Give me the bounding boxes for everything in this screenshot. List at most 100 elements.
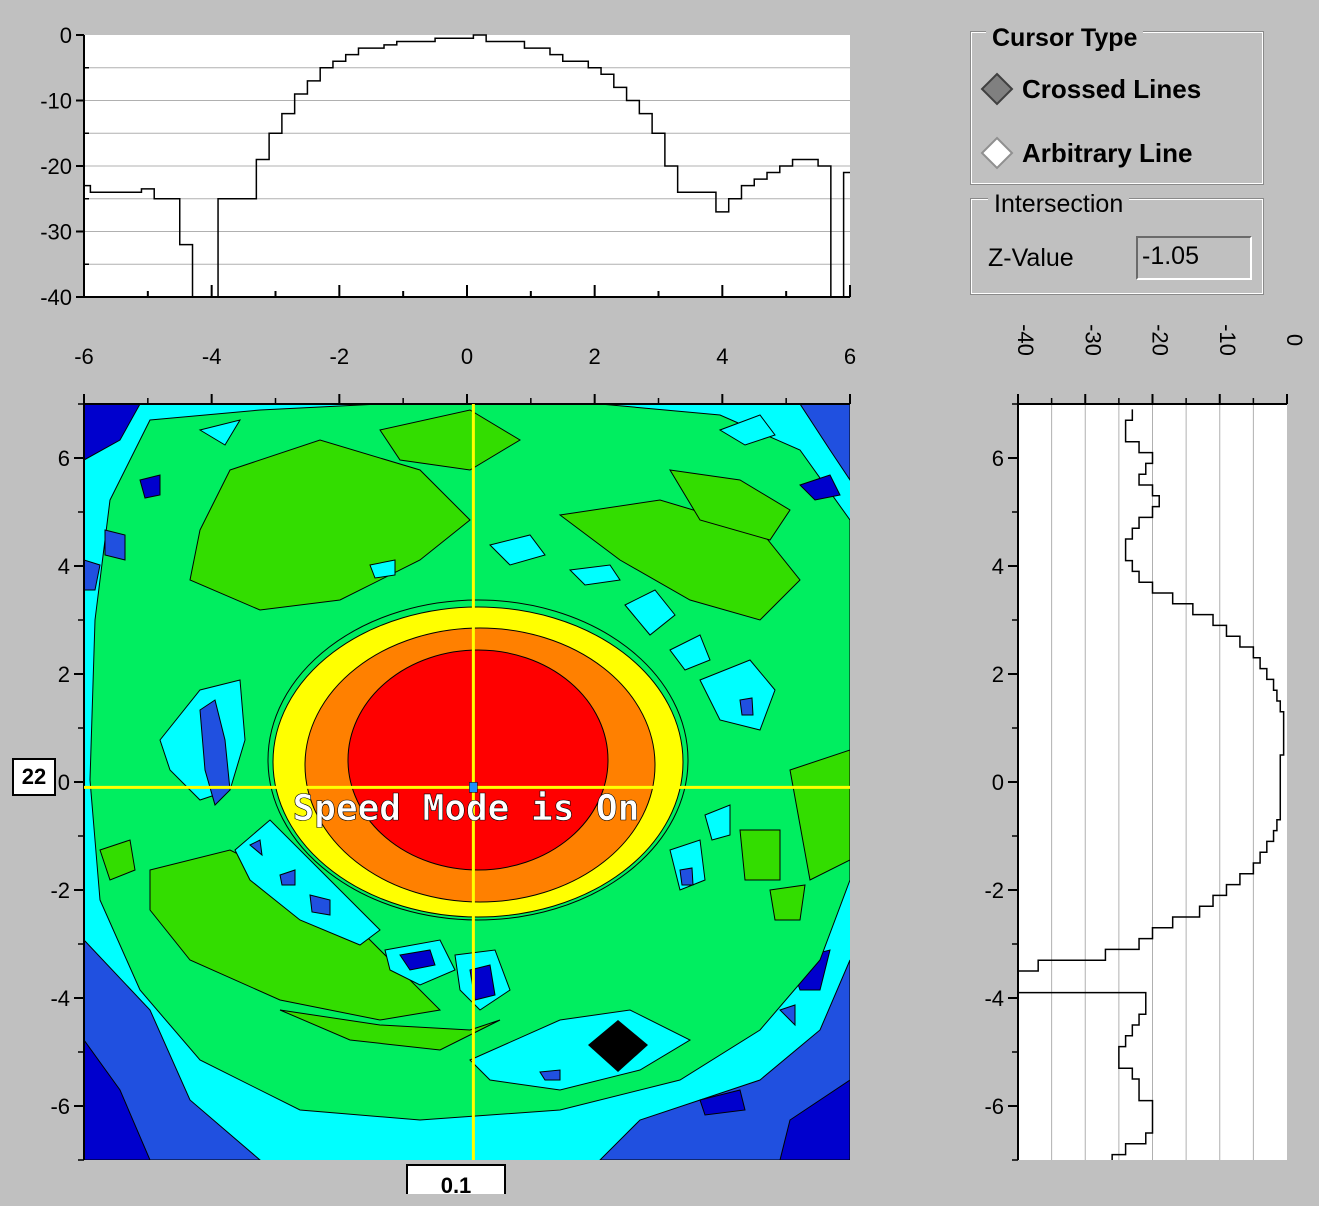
contour-region: [99, 839, 136, 881]
contour-region: [309, 894, 331, 916]
top-y-tick-label: -30: [40, 220, 72, 245]
contour-region: [539, 1069, 561, 1081]
z-value-label: Z-Value: [988, 244, 1074, 272]
top-y-tick-label: -20: [40, 154, 72, 179]
contour-region: [568, 564, 621, 586]
contour-region: [679, 867, 694, 886]
contour-region: [139, 474, 161, 499]
map-x-tick-label: -4: [202, 344, 222, 369]
map-x-tick-label: -6: [74, 344, 94, 369]
contour-map[interactable]: -6 -4 -2 0 2 4 6 6 4 2 0 -2 -4 -6 Speed Mode is On: [50, 344, 856, 1161]
crossed-lines-option[interactable]: Crossed Lines: [980, 72, 1201, 106]
contour-region: [469, 1009, 692, 1091]
contour-region: [699, 659, 776, 731]
column-indicator: 0.1: [406, 1164, 506, 1198]
map-y-tick-label: 6: [58, 446, 70, 471]
top-profile-chart: 0 -10 -20 -30 -40: [40, 23, 851, 310]
map-x-tick-label: 4: [716, 344, 728, 369]
top-y-tick-label: -10: [40, 89, 72, 114]
right-profile-chart: -40 -30 -20 -10 0 6 4 2 0 -2 -4 -6: [984, 324, 1307, 1161]
contour-region: [198, 419, 242, 446]
map-y-tick-label: 2: [58, 662, 70, 687]
right-x-ticks: -40 -30 -20 -10 0: [1013, 324, 1307, 404]
map-x-tick-label: 6: [844, 344, 856, 369]
right-x-tick-label: 0: [1282, 334, 1307, 346]
top-y-tick-label: -40: [40, 285, 72, 310]
contour-region: [279, 869, 296, 886]
arbitrary-line-label: Arbitrary Line: [1022, 137, 1193, 168]
contour-region: [379, 409, 521, 471]
contour-region: [769, 884, 806, 921]
contour-region: [489, 534, 546, 566]
right-y-tick-label: -2: [984, 878, 1004, 903]
right-y-tick-label: -4: [984, 986, 1004, 1011]
contour-region: [669, 839, 706, 891]
contour-region: [279, 1009, 501, 1051]
map-y-tick-label: 4: [58, 554, 70, 579]
contour-region: [739, 829, 781, 881]
contour-region: [234, 819, 381, 946]
right-y-tick-label: 2: [992, 662, 1004, 687]
contour-region: [669, 469, 791, 541]
contour-region: [599, 959, 850, 1160]
contour-region: [779, 1004, 796, 1027]
right-x-tick-label: -20: [1148, 324, 1173, 356]
contour-region: [718, 414, 776, 446]
contour-region: [189, 439, 471, 611]
right-y-tick-label: -6: [984, 1094, 1004, 1119]
top-profile-line: [84, 34, 850, 298]
right-y-ticks: 6 4 2 0 -2 -4 -6: [984, 403, 1018, 1161]
contour-region: [84, 939, 261, 1160]
right-x-tick-label: -10: [1215, 324, 1240, 356]
contour-region: [739, 697, 754, 716]
contour-region: [789, 749, 850, 881]
map-x-tick-label: 0: [461, 344, 473, 369]
z-value-field[interactable]: -1.05: [1136, 236, 1252, 280]
crossed-lines-label: Crossed Lines: [1022, 73, 1202, 104]
contour-region: [104, 529, 126, 561]
intersection-title: Intersection: [988, 190, 1130, 219]
crosshair-center[interactable]: [469, 782, 478, 793]
contour-region: [84, 1039, 151, 1160]
contour-region: [799, 404, 850, 481]
contour-region: [704, 804, 731, 841]
right-y-tick-label: 6: [992, 446, 1004, 471]
map-y-tick-label: -2: [50, 878, 70, 903]
arbitrary-line-option[interactable]: Arbitrary Line: [980, 136, 1193, 170]
map-x-tick-label: -2: [330, 344, 350, 369]
contour-region: [799, 474, 841, 501]
map-y-tick-label: -6: [50, 1094, 70, 1119]
row-indicator: 22: [12, 758, 56, 796]
contour-region: [624, 589, 676, 636]
right-profile-line: [1017, 409, 1285, 1160]
contour-region: [84, 404, 141, 461]
top-y-tick-label: 0: [60, 23, 72, 48]
contour-region: [249, 839, 263, 857]
speed-mode-text: Speed Mode is On: [293, 788, 640, 829]
top-y-ticks: 0 -10 -20 -30 -40: [40, 23, 89, 310]
contour-region: [347, 649, 609, 871]
map-ticks: -6 -4 -2 0 2 4 6 6 4 2 0 -2 -4 -6: [50, 344, 856, 1161]
contour-region: [779, 1079, 850, 1160]
right-x-tick-label: -30: [1080, 324, 1105, 356]
contour-region: [399, 949, 436, 971]
map-x-tick-label: 2: [589, 344, 601, 369]
right-y-tick-label: 0: [992, 770, 1004, 795]
contour-region: [199, 699, 231, 806]
radio-selected-icon[interactable]: [980, 72, 1014, 106]
top-gridlines: [84, 67, 850, 265]
right-y-tick-label: 4: [992, 554, 1004, 579]
top-x-ticks: [83, 285, 851, 297]
radio-unselected-icon[interactable]: [980, 136, 1014, 170]
contour-region: [699, 1089, 746, 1116]
cursor-type-title: Cursor Type: [986, 24, 1144, 53]
contour-region: [369, 559, 396, 579]
right-gridlines: [1051, 404, 1254, 1160]
black-marker: [588, 1020, 648, 1072]
contour-region: [669, 634, 711, 671]
right-x-tick-label: -40: [1013, 324, 1038, 356]
contour-region: [84, 559, 101, 591]
map-y-tick-label: 0: [58, 770, 70, 795]
